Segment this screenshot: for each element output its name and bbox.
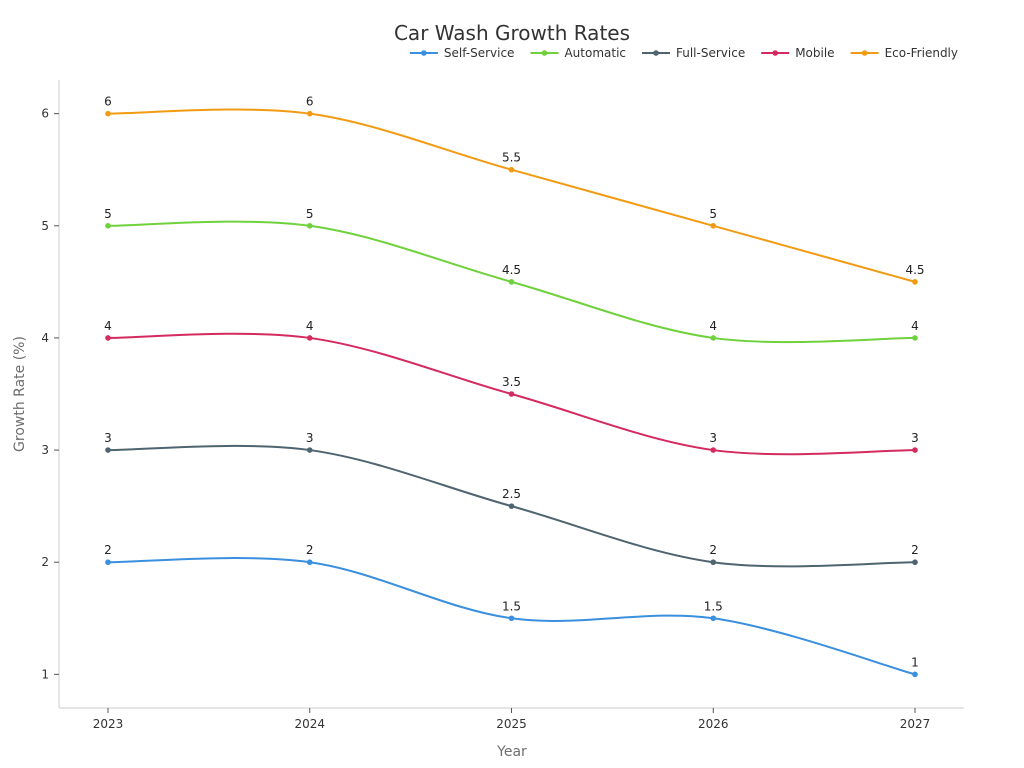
data-label-full-service: 2.5 <box>502 487 521 501</box>
x-tick-label: 2023 <box>93 717 124 731</box>
y-tick-label: 1 <box>41 667 49 681</box>
data-point-full-service <box>105 447 111 453</box>
data-point-full-service <box>508 503 515 509</box>
data-point-self-service <box>912 671 918 678</box>
x-axis-title: Year <box>496 744 527 760</box>
legend: Self-Service Automatic Full-Service Mobile E… <box>409 46 958 60</box>
chart-title: Car Wash Growth Rates <box>394 21 630 45</box>
data-point-mobile <box>306 335 313 341</box>
legend-item-eco-friendly[interactable]: Eco-Friendly <box>850 46 958 60</box>
data-point-automatic <box>306 222 313 229</box>
data-labels: 2 2 1.5 1.5 1 5 5 4.5 4 4 3 3 2.5 2 2 4 4 3.5 3 3 6 6 5.5 5 4.5 <box>104 95 924 670</box>
legend-label: Self-Service <box>444 46 515 60</box>
data-label-eco-friendly: 5 <box>709 207 717 221</box>
data-label-automatic: 4.5 <box>502 263 521 277</box>
data-label-eco-friendly: 6 <box>306 95 314 109</box>
data-point-automatic <box>710 335 717 341</box>
data-label-automatic: 4 <box>911 319 919 333</box>
y-tick-label: 4 <box>41 331 49 345</box>
data-label-full-service: 3 <box>104 431 112 445</box>
data-label-mobile: 3.5 <box>502 375 521 389</box>
data-point-full-service <box>912 559 918 566</box>
y-tick-label: 3 <box>41 443 49 457</box>
legend-swatch-dot <box>861 50 868 56</box>
data-point-full-service <box>306 447 313 453</box>
x-tick-label: 2026 <box>698 717 729 731</box>
data-point-automatic <box>912 335 918 341</box>
data-point-self-service <box>306 559 313 566</box>
legend-item-self-service[interactable]: Self-Service <box>409 46 515 60</box>
data-point-self-service <box>105 559 111 566</box>
legend-label: Eco-Friendly <box>885 46 958 60</box>
legend-swatch-dot <box>421 50 427 56</box>
data-label-self-service: 2 <box>104 543 112 557</box>
data-label-automatic: 5 <box>104 207 112 221</box>
data-point-mobile <box>710 447 717 453</box>
data-point-eco-friendly <box>105 110 111 117</box>
data-point-eco-friendly <box>508 166 515 173</box>
data-point-automatic <box>105 222 111 229</box>
data-label-mobile: 4 <box>104 319 112 333</box>
legend-swatch-dot <box>653 50 659 56</box>
data-point-full-service <box>710 559 717 566</box>
legend-swatch-dot <box>772 50 779 56</box>
y-tick-label: 6 <box>41 107 49 121</box>
y-tick-label: 5 <box>41 219 49 233</box>
legend-item-full-service[interactable]: Full-Service <box>642 46 745 60</box>
legend-item-automatic[interactable]: Automatic <box>530 46 626 60</box>
x-tick-label: 2024 <box>294 717 325 731</box>
data-point-automatic <box>508 279 515 285</box>
data-point-mobile <box>508 391 515 397</box>
x-axis-ticks: 2023 2024 2025 2026 2027 <box>93 708 931 731</box>
data-label-full-service: 3 <box>306 431 314 445</box>
x-tick-label: 2027 <box>900 717 931 731</box>
x-tick-label: 2025 <box>496 717 527 731</box>
data-point-self-service <box>710 615 717 622</box>
legend-label: Full-Service <box>676 46 745 60</box>
series-line-eco-friendly <box>107 108 916 283</box>
data-label-self-service: 1.5 <box>704 599 723 613</box>
data-label-automatic: 4 <box>709 319 717 333</box>
data-label-full-service: 2 <box>911 543 919 557</box>
data-point-mobile <box>912 447 918 453</box>
data-label-automatic: 5 <box>306 207 314 221</box>
data-label-self-service: 2 <box>306 543 314 557</box>
data-point-eco-friendly <box>710 222 717 229</box>
legend-item-mobile[interactable]: Mobile <box>761 46 835 60</box>
y-axis-ticks: 1 2 3 4 5 6 <box>41 107 59 681</box>
data-label-eco-friendly: 5.5 <box>502 151 521 165</box>
data-label-eco-friendly: 4.5 <box>905 263 924 277</box>
data-point-eco-friendly <box>306 110 313 117</box>
legend-label: Mobile <box>795 46 834 60</box>
data-label-full-service: 2 <box>709 543 717 557</box>
data-point-self-service <box>508 615 515 622</box>
data-label-mobile: 4 <box>306 319 314 333</box>
data-label-mobile: 3 <box>911 431 919 445</box>
data-point-eco-friendly <box>912 279 918 285</box>
legend-label: Automatic <box>564 46 626 60</box>
data-point-mobile <box>105 335 111 341</box>
y-tick-label: 2 <box>41 555 49 569</box>
data-label-self-service: 1 <box>911 655 919 669</box>
data-label-self-service: 1.5 <box>502 599 521 613</box>
series-points <box>105 110 918 678</box>
data-label-mobile: 3 <box>709 431 717 445</box>
legend-swatch-dot <box>541 50 548 56</box>
y-axis-title: Growth Rate (%) <box>12 336 28 452</box>
data-label-eco-friendly: 6 <box>104 95 112 109</box>
